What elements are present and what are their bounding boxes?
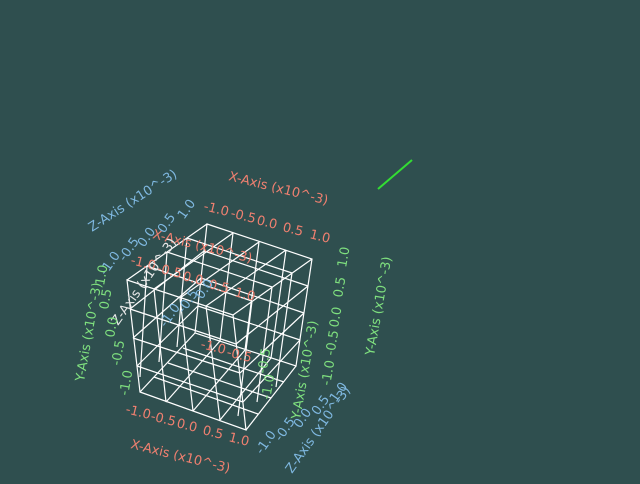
grid-line [237,300,253,417]
grid-line [186,237,293,274]
x-axis-top: X-Axis (x10^-3) -1.0 -0.5 0.0 0.5 1.0 [202,169,332,247]
y-axis-inner-tick: -1.0 [259,373,278,401]
z-axis-upper-tick: 1.0 [175,197,199,223]
x-axis-bottom-tick: -1.0 [124,402,152,423]
grid-line [244,241,260,351]
x-axis-inner-tick: 0.5 [207,277,231,297]
x-axis-top-tick: 1.0 [308,227,332,247]
grid-line [219,232,234,342]
x-axis-middle-tick: -0.5 [225,345,253,366]
grid-line [146,265,253,302]
x-axis-top-tick: -1.0 [202,199,230,220]
grid-line [136,305,199,367]
grid-line [256,286,273,403]
y-axis-right: -1.0 -0.5 0.0 0.5 1.0 Y-Axis (x10^-3) [319,246,395,387]
x-axis-inner-tick: -1.0 [129,253,157,274]
grid-line [270,249,287,359]
grid-line [176,237,188,348]
y-axis-right-title: Y-Axis (x10^-3) [363,255,395,357]
x-axis-inner-tick: -0.5 [155,261,183,282]
x-axis-bottom-tick: 1.0 [227,430,251,450]
grid-line [139,265,148,378]
y-axis-left-tick: 1.0 [93,264,111,287]
scene-actor-line[interactable] [377,159,413,190]
y-axis-right-tick: -0.5 [323,329,342,357]
x-axis-top-tick: -0.5 [229,206,257,227]
grid-line [153,376,259,415]
x-axis-inner-tick: 0.0 [181,269,205,289]
grid-line [205,305,221,421]
y-axis-right-tick: -1.0 [319,359,338,387]
x-axis-bottom: -1.0 -0.5 0.0 0.5 1.0 X-Axis (x10^-3) [124,402,251,476]
y-axis-inner-tick: -0.5 [255,347,274,375]
cube-edge [232,258,313,316]
x-axis-top-tick: 0.0 [255,213,279,233]
grid-line [235,285,309,345]
y-axis-left-tick: -0.5 [109,339,128,367]
y-axis-right-tick: 1.0 [335,246,353,269]
y-axis-left-tick: 0.5 [97,288,115,311]
cube-axes-grid [126,223,313,431]
y-axis-left-tick: -1.0 [117,369,136,397]
grid-line [132,277,202,339]
x-axis-inner-tick: 1.0 [233,285,257,305]
x-axis-top-title: X-Axis (x10^-3) [227,169,330,208]
grid-line [129,250,205,310]
y-axis-left-tick: 0.0 [103,316,121,339]
cube-edge [139,332,196,393]
x-axis-top-tick: 0.5 [281,220,305,240]
x-axis-bottom-tick: 0.0 [175,416,199,436]
grid-line [275,272,293,388]
x-axis-bottom-tick: 0.5 [201,423,225,443]
y-axis-right-tick: 0.5 [331,276,349,299]
x-axis-bottom-title: X-Axis (x10^-3) [129,437,232,476]
grid-line [242,339,301,403]
x-axis-middle: -1.0 -0.5 [199,337,253,366]
grid-line [239,312,305,374]
grid-line [167,362,272,399]
y-axis-right-tick: 0.0 [327,306,345,329]
x-axis-bottom-tick: -0.5 [149,409,177,430]
grid-line [179,297,194,412]
x-axis-middle-tick: -1.0 [199,337,227,358]
